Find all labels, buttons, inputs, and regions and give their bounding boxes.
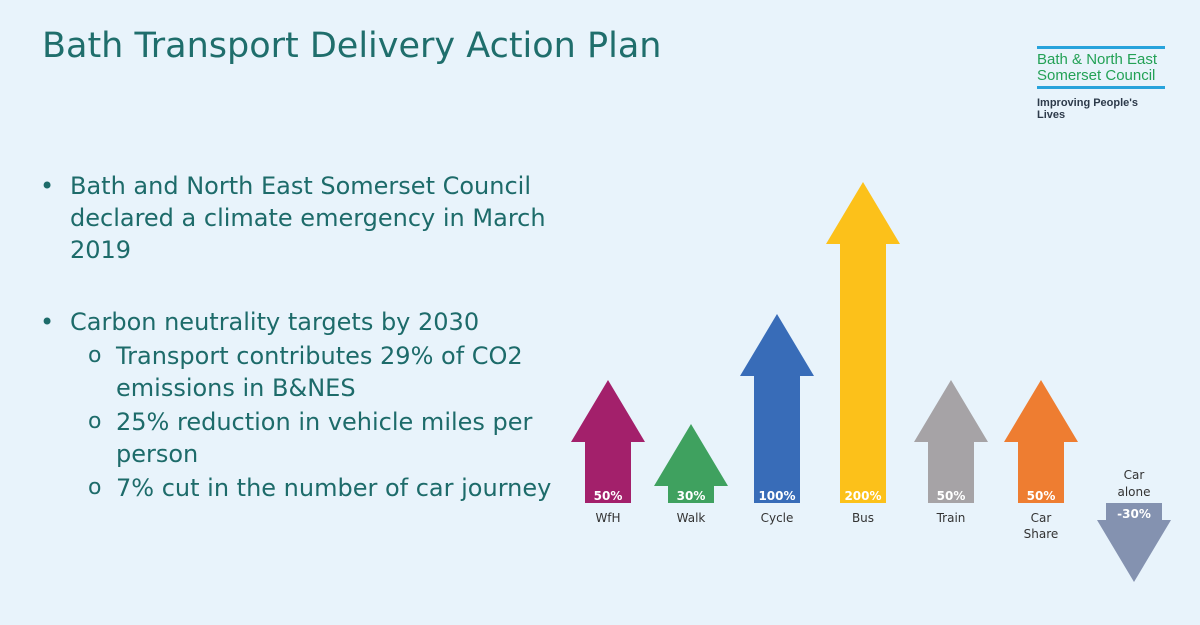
arrow-cycle (740, 314, 814, 503)
slide-title: Bath Transport Delivery Action Plan (42, 26, 662, 66)
sub-bullet-text: 7% cut in the number of car journey (116, 474, 552, 502)
value-label: 30% (677, 489, 706, 503)
category-label: Train (936, 511, 966, 525)
category-label: alone (1117, 485, 1150, 499)
category-label: Cycle (761, 511, 794, 525)
arrow-car-share (1004, 380, 1078, 503)
category-label: Share (1024, 527, 1059, 541)
logo-name-line1: Bath & North East (1037, 51, 1158, 68)
category-label: Car (1124, 468, 1145, 482)
bullet-item: Bath and North East Somerset Council dec… (40, 170, 560, 266)
value-label: 50% (937, 489, 966, 503)
sub-bullet-text: Transport contributes 29% of CO2 emissio… (116, 342, 523, 402)
arrow-wfh (571, 380, 645, 503)
value-label: -30% (1117, 507, 1151, 521)
logo-rule-bottom (1037, 86, 1165, 89)
logo-name: Bath & North East Somerset Council (1037, 49, 1165, 86)
arrow-train (914, 380, 988, 503)
category-label: WfH (595, 511, 620, 525)
bullet-text: Carbon neutrality targets by 2030 (70, 308, 480, 336)
sub-bullet-text: 25% reduction in vehicle miles per perso… (116, 408, 533, 468)
logo-tagline: Improving People's Lives (1037, 97, 1139, 121)
council-logo: Bath & North East Somerset Council Improv… (1037, 46, 1165, 121)
value-label: 50% (594, 489, 623, 503)
category-label: Walk (677, 511, 706, 525)
arrow-bus (826, 182, 900, 503)
logo-rule-top (1037, 46, 1165, 49)
arrow-walk (654, 424, 728, 503)
bullet-item: Carbon neutrality targets by 2030 (40, 306, 560, 338)
sub-bullet-item: o 7% cut in the number of car journey (88, 474, 552, 502)
value-label: 100% (758, 489, 795, 503)
arrow-car-alone (1097, 503, 1171, 582)
bullet-list: Bath and North East Somerset Council dec… (40, 170, 560, 504)
category-label: Car (1031, 511, 1052, 525)
sub-bullet-item: o Transport contributes 29% of CO2 emissi… (88, 342, 523, 402)
value-label: 200% (844, 489, 881, 503)
value-label: 50% (1027, 489, 1056, 503)
category-label: Bus (852, 511, 874, 525)
sub-bullet-item: o 25% reduction in vehicle miles per pers… (88, 408, 533, 468)
logo-name-line2: Somerset Council (1037, 67, 1156, 84)
